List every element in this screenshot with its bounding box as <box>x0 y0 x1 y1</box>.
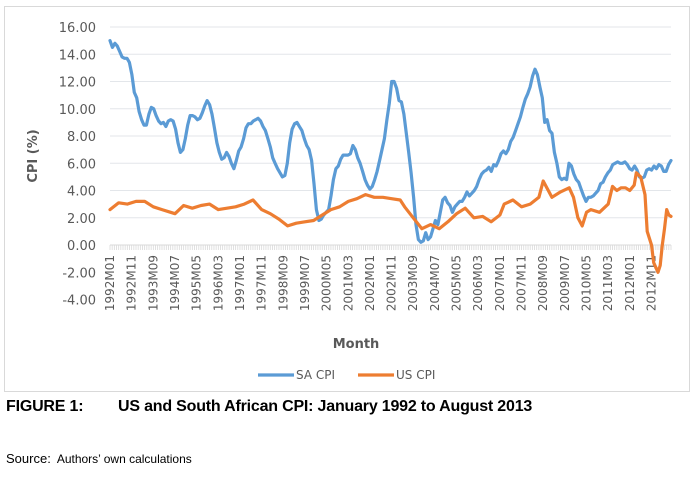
y-tick-label: 6.00 <box>67 157 96 172</box>
x-tick-label: 2007M01 <box>493 255 507 311</box>
y-axis-title: CPI (%) <box>26 129 41 182</box>
x-tick-label: 1997M01 <box>233 255 247 311</box>
figure-source: Source: Authors’ own calculations <box>6 451 192 466</box>
legend-label: US CPI <box>396 368 435 382</box>
x-tick-label: 1993M09 <box>146 255 160 311</box>
legend-item: SA CPI <box>258 368 335 382</box>
y-tick-label: -4.00 <box>62 294 96 309</box>
x-tick-label: 2002M11 <box>385 255 399 311</box>
y-tick-label: 2.00 <box>67 212 96 227</box>
x-axis-minor-ticks <box>109 244 672 250</box>
x-tick-label: 1996M03 <box>211 255 225 311</box>
source-label: Source: <box>6 451 51 466</box>
chart-frame <box>4 6 690 392</box>
x-tick-label: 2010M05 <box>580 255 594 311</box>
x-axis-ticks: 1992M01 1992M11 1993M09 1994M07 1995M05 1996M… <box>103 255 659 311</box>
x-tick-label: 2012M11 <box>645 255 659 311</box>
y-tick-label: -2.00 <box>62 266 96 281</box>
x-tick-label: 1995M05 <box>190 255 204 311</box>
x-tick-label: 1998M09 <box>276 255 290 311</box>
y-tick-label: 4.00 <box>67 185 96 200</box>
legend: SA CPI US CPI <box>258 368 435 382</box>
series-lines <box>108 39 673 274</box>
x-tick-label: 2000M05 <box>320 255 334 311</box>
y-axis-ticks: 16.00 14.00 12.00 10.00 8.00 6.00 4.00 2.00 0.00… <box>59 21 96 309</box>
y-tick-label: 16.00 <box>59 21 96 36</box>
x-tick-label: 2008M09 <box>536 255 550 311</box>
x-tick-label: 2003M09 <box>406 255 420 311</box>
x-tick-label: 2002M01 <box>363 255 377 311</box>
y-tick-label: 12.00 <box>59 76 96 91</box>
x-tick-label: 2006M03 <box>471 255 485 311</box>
source-text: Authors’ own calculations <box>56 452 192 466</box>
x-tick-label: 1999M07 <box>298 255 312 311</box>
x-tick-label: 2004M07 <box>428 255 442 311</box>
y-tick-label: 14.00 <box>59 48 96 63</box>
figure-number: FIGURE 1: <box>6 398 84 415</box>
x-tick-label: 1992M11 <box>125 255 139 311</box>
series-line-us-cpi <box>108 171 673 274</box>
figure-caption: FIGURE 1: US and South African CPI: Janua… <box>6 398 532 416</box>
x-tick-label: 2001M03 <box>341 255 355 311</box>
x-tick-label: 2007M11 <box>515 255 529 311</box>
gridlines <box>110 26 671 219</box>
y-tick-label: 10.00 <box>59 103 96 118</box>
figure-title: US and South African CPI: January 1992 t… <box>118 398 533 415</box>
y-tick-label: 8.00 <box>67 130 96 145</box>
x-axis-title: Month <box>333 337 380 352</box>
x-tick-label: 2012M01 <box>623 255 637 311</box>
x-tick-label: 2011M03 <box>601 255 615 311</box>
y-tick-label: 0.00 <box>67 239 96 254</box>
x-tick-label: 2009M07 <box>558 255 572 311</box>
series-line-sa-cpi <box>108 39 673 244</box>
legend-label: SA CPI <box>296 368 335 382</box>
x-tick-label: 2005M05 <box>450 255 464 311</box>
x-tick-label: 1992M01 <box>103 255 117 311</box>
x-tick-label: 1997M11 <box>255 255 269 311</box>
legend-item: US CPI <box>358 368 435 382</box>
x-tick-label: 1994M07 <box>168 255 182 311</box>
